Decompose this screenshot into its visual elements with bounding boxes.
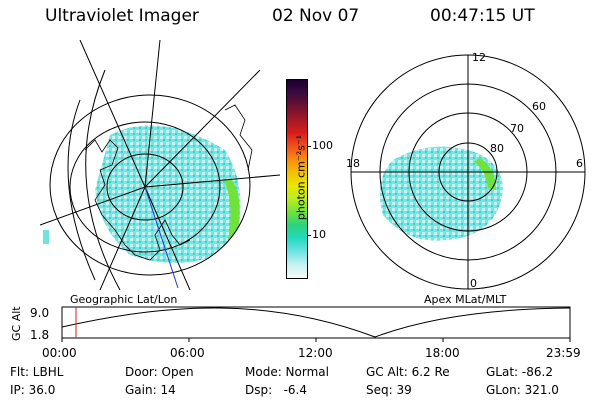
ip-value: IP: 36.0	[10, 383, 56, 397]
colorbar-strip	[286, 79, 308, 279]
aurora-green-band	[224, 180, 240, 240]
timeline-xtick-1800: 18:00	[425, 346, 460, 360]
gc-alt-value: GC Alt: 6.2 Re	[366, 365, 450, 379]
gc-altitude-timeline: GC Alt 9.0 1.8 00:00 06:00 12:00 18:00 2…	[10, 306, 581, 360]
lat-circle-outer	[67, 99, 96, 281]
mlt-label-0: 0	[470, 277, 477, 290]
imager-fov-outline	[49, 94, 251, 276]
colorbar: 100 10 photon cm⁻²s⁻¹	[280, 75, 340, 285]
gain-value: Gain: 14	[125, 383, 176, 397]
dsp-value: Dsp: -6.4	[245, 383, 308, 397]
timeline-xtick-1200: 12:00	[298, 346, 333, 360]
meridian-lines	[40, 40, 280, 290]
left-map-label: Geographic Lat/Lon	[70, 293, 178, 306]
coastline-antarctica	[84, 104, 253, 261]
mlt-label-12: 12	[472, 51, 486, 64]
mlat-label-70: 70	[510, 122, 524, 135]
mlt-label-18: 18	[346, 157, 360, 170]
mode-value: Mode: Normal	[245, 365, 329, 379]
geographic-map	[40, 40, 280, 290]
timeline-ylabel: GC Alt	[10, 306, 23, 341]
mlat-label-60: 60	[532, 100, 546, 113]
instrument-info: Flt: LBHL IP: 36.0 Door: Open Gain: 14 M…	[0, 363, 600, 400]
door-value: Door: Open	[125, 365, 194, 379]
right-map-label: Apex MLat/MLT	[424, 293, 507, 306]
apex-polar-map: 12 18 6 0 80 70 60	[346, 51, 586, 290]
colorbar-tick-mark-10	[307, 235, 311, 236]
instrument-title: Ultraviolet Imager	[45, 6, 199, 26]
timeline-ytick-9: 9.0	[30, 306, 49, 320]
glon-value: GLon: 321.0	[486, 383, 559, 397]
seq-value: Seq: 39	[366, 383, 412, 397]
mlt-label-6: 6	[576, 157, 583, 170]
date-label: 02 Nov 07	[272, 6, 360, 26]
colorbar-tick-10: 10	[312, 228, 326, 241]
aurora-oval-right	[379, 146, 503, 241]
colorbar-tick-mark-100	[307, 146, 311, 147]
lat-circle-inner	[106, 153, 184, 221]
sat-track	[144, 186, 179, 289]
colorbar-unit: photon cm⁻²s⁻¹	[294, 134, 308, 221]
mlat-label-80: 80	[490, 142, 504, 155]
lat-circle-outer2	[85, 69, 121, 290]
timeline-xtick-2359: 23:59	[546, 346, 581, 360]
timeline-xtick-0600: 06:00	[170, 346, 205, 360]
gc-alt-curve	[61, 307, 571, 338]
aurora-oval-left	[95, 125, 241, 263]
lat-circle-mid	[69, 121, 221, 253]
timeline-ytick-1.8: 1.8	[30, 328, 49, 342]
time-label: 00:47:15 UT	[430, 6, 535, 26]
aurora-green-right	[474, 158, 496, 190]
timeline-xtick-0000: 00:00	[42, 346, 77, 360]
glat-value: GLat: -86.2	[486, 365, 553, 379]
colorbar-tick-100: 100	[312, 139, 333, 152]
filter-value: Flt: LBHL	[10, 365, 64, 379]
